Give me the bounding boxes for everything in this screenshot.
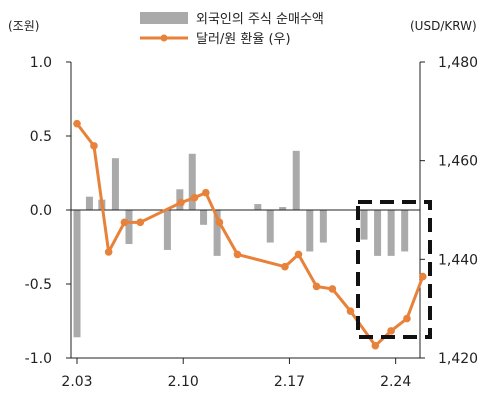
right-tick-label: 1,440: [438, 252, 478, 268]
bar: [401, 210, 409, 252]
left-tick-label: 0.0: [30, 203, 52, 219]
left-axis-ticks: 1.0 0.5 0.0 -0.5 -1.0: [25, 55, 71, 367]
right-tick-label: 1,460: [438, 154, 478, 170]
right-tick-label: 1,420: [438, 351, 478, 367]
line-series: [73, 119, 427, 350]
bar: [111, 158, 119, 210]
bar: [125, 210, 133, 245]
bar: [73, 210, 81, 338]
bar: [374, 210, 382, 256]
x-axis-ticks: 2.03 2.10 2.17 2.24: [61, 358, 411, 390]
left-axis-unit: (조원): [8, 19, 39, 33]
exchange-rate-point: [104, 248, 113, 256]
exchange-rate-point: [136, 218, 145, 227]
exchange-rate-point: [312, 282, 321, 291]
x-tick-label: 2.24: [380, 374, 411, 390]
bar: [188, 153, 196, 210]
right-axis-unit: (USD/KRW): [410, 19, 477, 33]
bar: [319, 210, 327, 243]
bar: [266, 210, 274, 243]
x-tick-label: 2.03: [61, 374, 92, 390]
bar: [360, 210, 368, 240]
left-tick-label: 1.0: [30, 55, 52, 71]
bar: [254, 204, 262, 210]
legend-bar-swatch: [140, 12, 188, 24]
x-tick-label: 2.17: [274, 374, 305, 390]
legend-bar-label: 외국인의 주식 순매수액: [196, 12, 324, 27]
exchange-rate-point: [233, 250, 242, 259]
exchange-rate-point: [177, 198, 185, 207]
left-tick-label: -0.5: [25, 277, 52, 293]
bar: [85, 196, 93, 210]
legend-line-label: 달러/원 환율 (우): [196, 32, 291, 47]
exchange-rate-point: [281, 262, 289, 271]
exchange-rate-point: [294, 250, 303, 259]
bar: [163, 210, 171, 250]
x-tick-label: 2.10: [168, 374, 199, 390]
bar: [200, 210, 208, 225]
legend-line-marker: [160, 34, 168, 42]
exchange-rate-point: [346, 307, 355, 315]
left-tick-label: 0.5: [30, 129, 52, 145]
exchange-rate-point: [387, 327, 395, 335]
exchange-rate-point: [328, 285, 337, 293]
exchange-rate-point: [120, 218, 129, 227]
right-tick-label: 1,480: [438, 55, 478, 71]
exchange-rate-point: [90, 142, 98, 150]
exchange-rate-point: [73, 119, 81, 128]
bar: [387, 210, 395, 256]
exchange-rate-point: [418, 272, 427, 281]
exchange-rate-point: [403, 314, 411, 323]
exchange-rate-point: [215, 218, 224, 227]
highlight-dashed-box: [356, 200, 432, 339]
bar: [306, 210, 314, 252]
left-tick-label: -1.0: [25, 351, 52, 367]
legend: 외국인의 주식 순매수액 달러/원 환율 (우): [140, 12, 324, 47]
exchange-rate-point: [190, 193, 199, 202]
exchange-rate-point: [202, 188, 210, 197]
bar-series: [73, 150, 409, 338]
bar: [292, 150, 300, 210]
bar: [279, 207, 287, 210]
exchange-rate-point: [371, 341, 380, 350]
bar: [213, 210, 221, 256]
right-axis-ticks: 1,480 1,460 1,440 1,420: [420, 55, 478, 367]
